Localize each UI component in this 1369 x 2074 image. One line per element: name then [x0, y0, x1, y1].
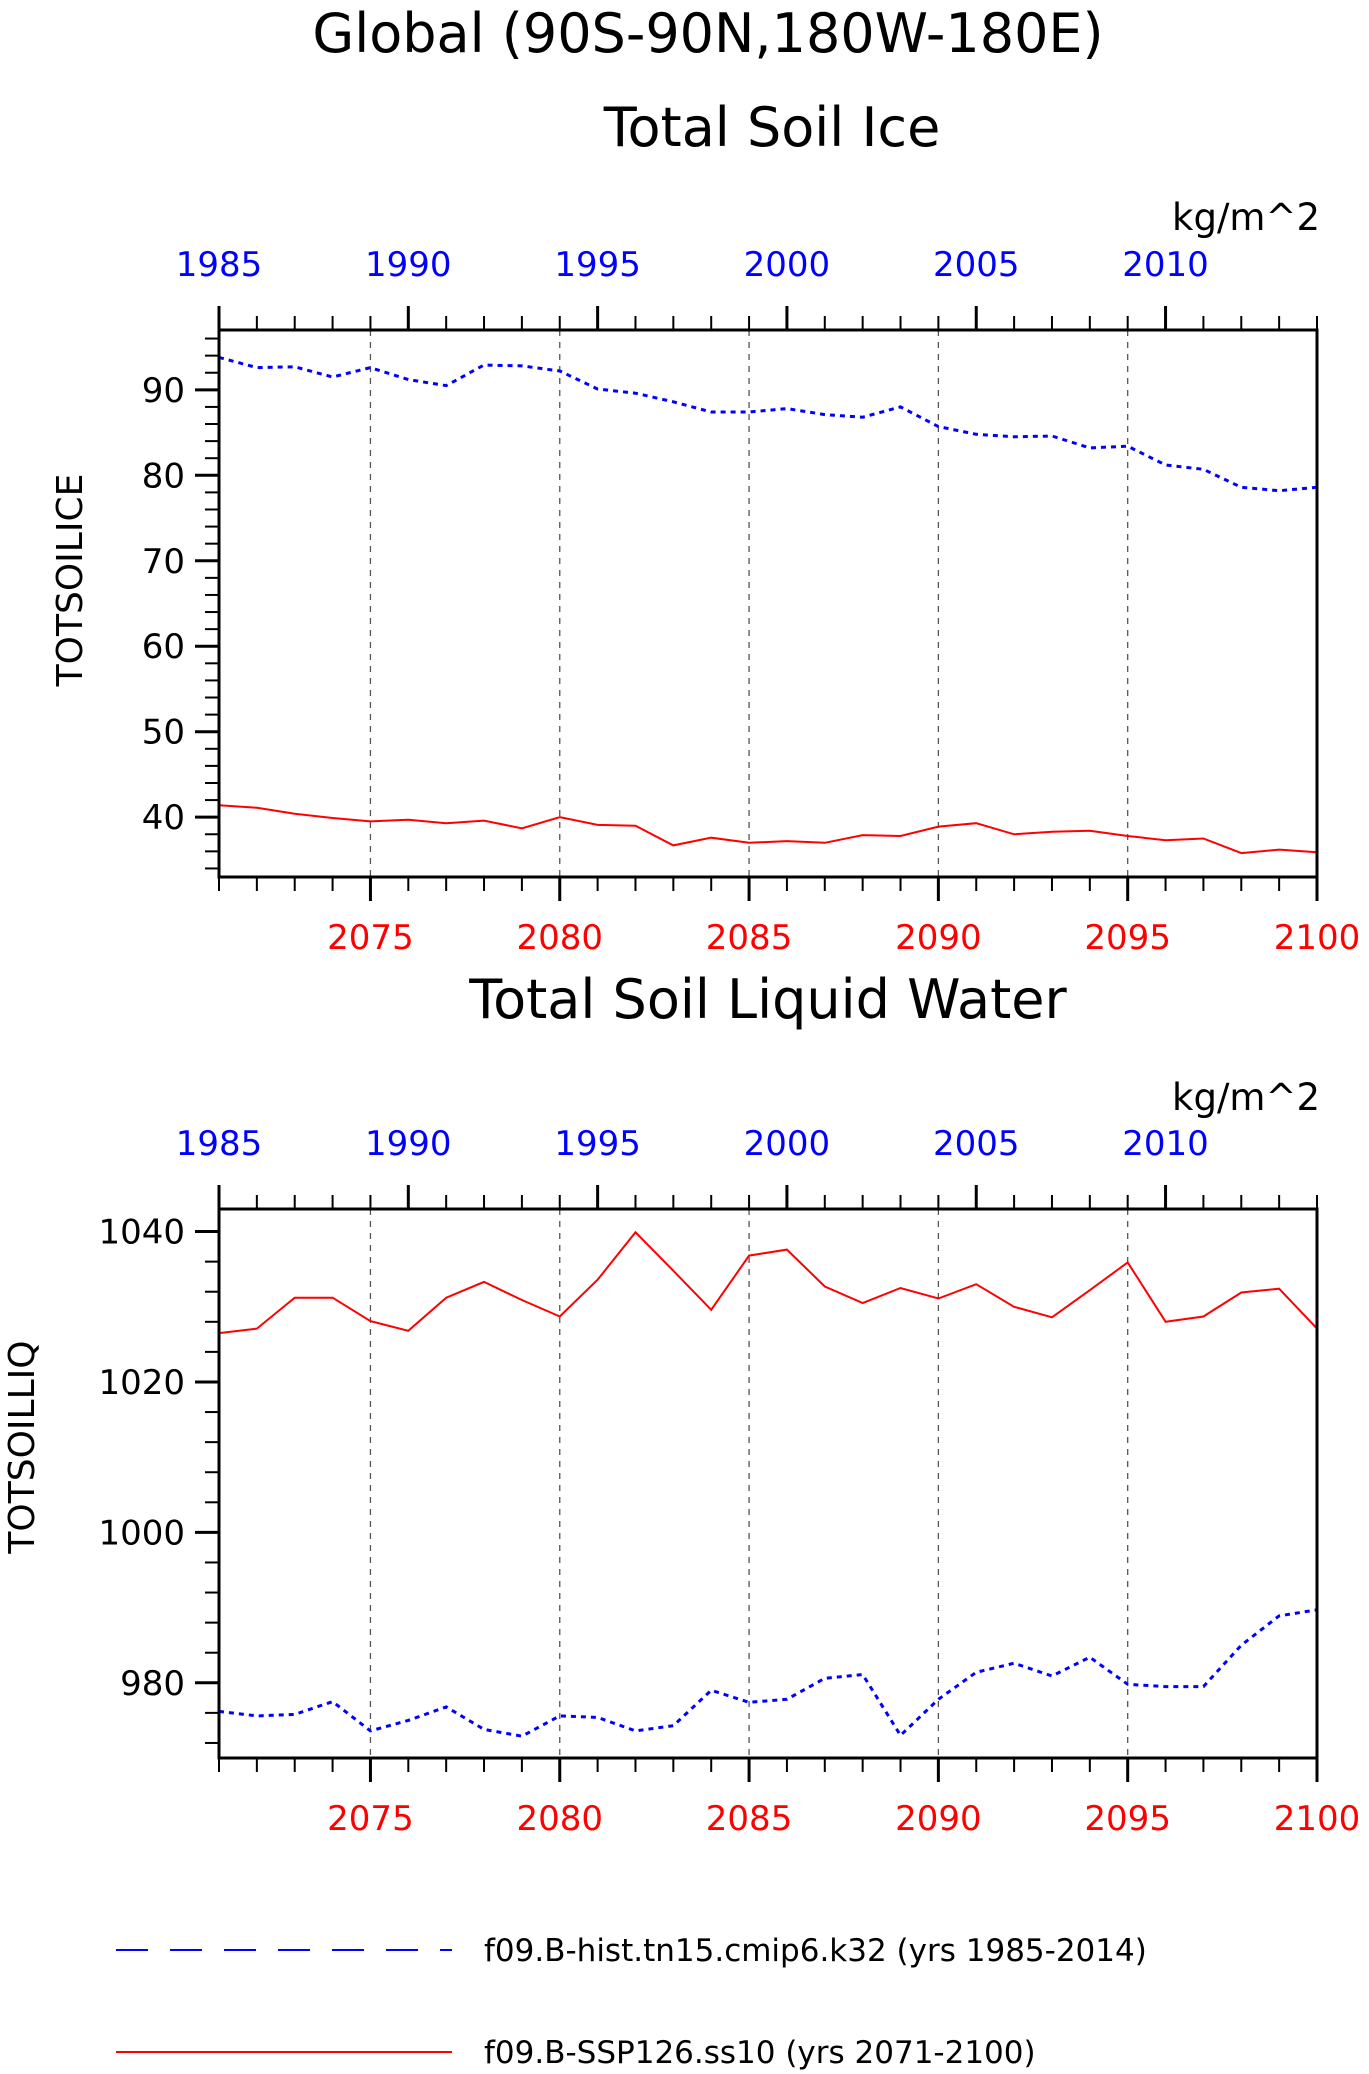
panel-soil-ice-series-ssp126	[218, 804, 1318, 855]
bottom-tick-label: 2085	[706, 918, 793, 958]
panel-soil-liquid-bottom-axis: 2075 2080 2085 2090 2095 2100	[218, 1758, 1361, 1839]
top-tick-label: 1985	[176, 1124, 263, 1164]
y-tick-label: 1000	[98, 1513, 185, 1553]
panel-soil-ice-frame	[217, 328, 1319, 879]
bottom-tick-label: 2095	[1084, 918, 1171, 958]
top-tick-label: 1990	[365, 1124, 452, 1164]
y-tick-label: 1020	[98, 1363, 185, 1403]
bottom-tick-label: 2080	[516, 918, 603, 958]
bottom-tick-label: 2095	[1084, 1799, 1171, 1839]
y-tick-label: 90	[142, 371, 185, 411]
panel-soil-ice-title: Total Soil Ice	[603, 96, 941, 159]
top-tick-label: 1995	[554, 1124, 641, 1164]
y-tick-label: 50	[142, 713, 185, 753]
legend-label-ssp126: f09.B-SSP126.ss10 (yrs 2071-2100)	[484, 2035, 1036, 2071]
figure-title: Global (90S-90N,180W-180E)	[312, 2, 1103, 65]
panel-soil-liquid-top-axis: 1985 1990 1995 2000 2005 2010	[176, 1124, 1318, 1209]
bottom-tick-label: 2080	[516, 1799, 603, 1839]
panel-soil-ice: Total Soil Ice kg/m^2 TOTSOILICE 40 50 60 7…	[50, 96, 1360, 958]
top-tick-label: 1985	[176, 245, 263, 285]
panel-soil-ice-grid	[369, 330, 1129, 877]
bottom-tick-label: 2075	[327, 918, 414, 958]
panel-soil-liquid: Total Soil Liquid Water kg/m^2 TOTSOILLI…	[2, 968, 1360, 1839]
panel-soil-liquid-frame	[217, 1207, 1319, 1760]
panel-soil-ice-series-hist	[218, 355, 1318, 493]
y-tick-label: 1040	[98, 1213, 185, 1253]
legend: f09.B-hist.tn15.cmip6.k32 (yrs 1985-2014…	[116, 1933, 1147, 2071]
top-tick-label: 2010	[1122, 1124, 1209, 1164]
y-tick-label: 980	[120, 1664, 185, 1704]
panel-soil-liquid-title: Total Soil Liquid Water	[468, 968, 1067, 1031]
panel-soil-liquid-units: kg/m^2	[1172, 1076, 1320, 1119]
top-tick-label: 2010	[1122, 245, 1209, 285]
panel-soil-liquid-grid	[369, 1209, 1129, 1758]
panel-soil-liquid-y-axis: 980 1000 1020 1040	[98, 1213, 219, 1744]
panel-soil-liquid-series-ssp126	[218, 1230, 1318, 1335]
panel-soil-ice-bottom-axis: 2075 2080 2085 2090 2095 2100	[218, 877, 1361, 958]
legend-label-hist: f09.B-hist.tn15.cmip6.k32 (yrs 1985-2014…	[484, 1933, 1147, 1969]
bottom-tick-label: 2090	[895, 1799, 982, 1839]
y-tick-label: 60	[142, 627, 185, 667]
y-tick-label: 80	[142, 456, 185, 496]
panel-soil-ice-units: kg/m^2	[1172, 196, 1320, 239]
panel-soil-ice-y-axis: 40 50 60 70 80 90	[142, 337, 219, 870]
y-tick-label: 70	[142, 542, 185, 582]
panel-soil-liquid-ylabel: TOTSOILLIQ	[2, 1340, 43, 1554]
y-tick-label: 40	[142, 798, 185, 838]
top-tick-label: 2005	[933, 1124, 1020, 1164]
bottom-tick-label: 2085	[706, 1799, 793, 1839]
panel-soil-ice-top-axis: 1985 1990 1995 2000 2005 2010	[176, 245, 1318, 330]
top-tick-label: 1990	[365, 245, 452, 285]
bottom-tick-label: 2075	[327, 1799, 414, 1839]
top-tick-label: 2000	[744, 1124, 831, 1164]
bottom-tick-label: 2090	[895, 918, 982, 958]
top-tick-label: 1995	[554, 245, 641, 285]
top-tick-label: 2005	[933, 245, 1020, 285]
bottom-tick-label: 2100	[1274, 918, 1361, 958]
top-tick-label: 2000	[744, 245, 831, 285]
bottom-tick-label: 2100	[1274, 1799, 1361, 1839]
panel-soil-ice-ylabel: TOTSOILICE	[50, 474, 91, 688]
panel-soil-liquid-series-hist	[218, 1608, 1318, 1738]
